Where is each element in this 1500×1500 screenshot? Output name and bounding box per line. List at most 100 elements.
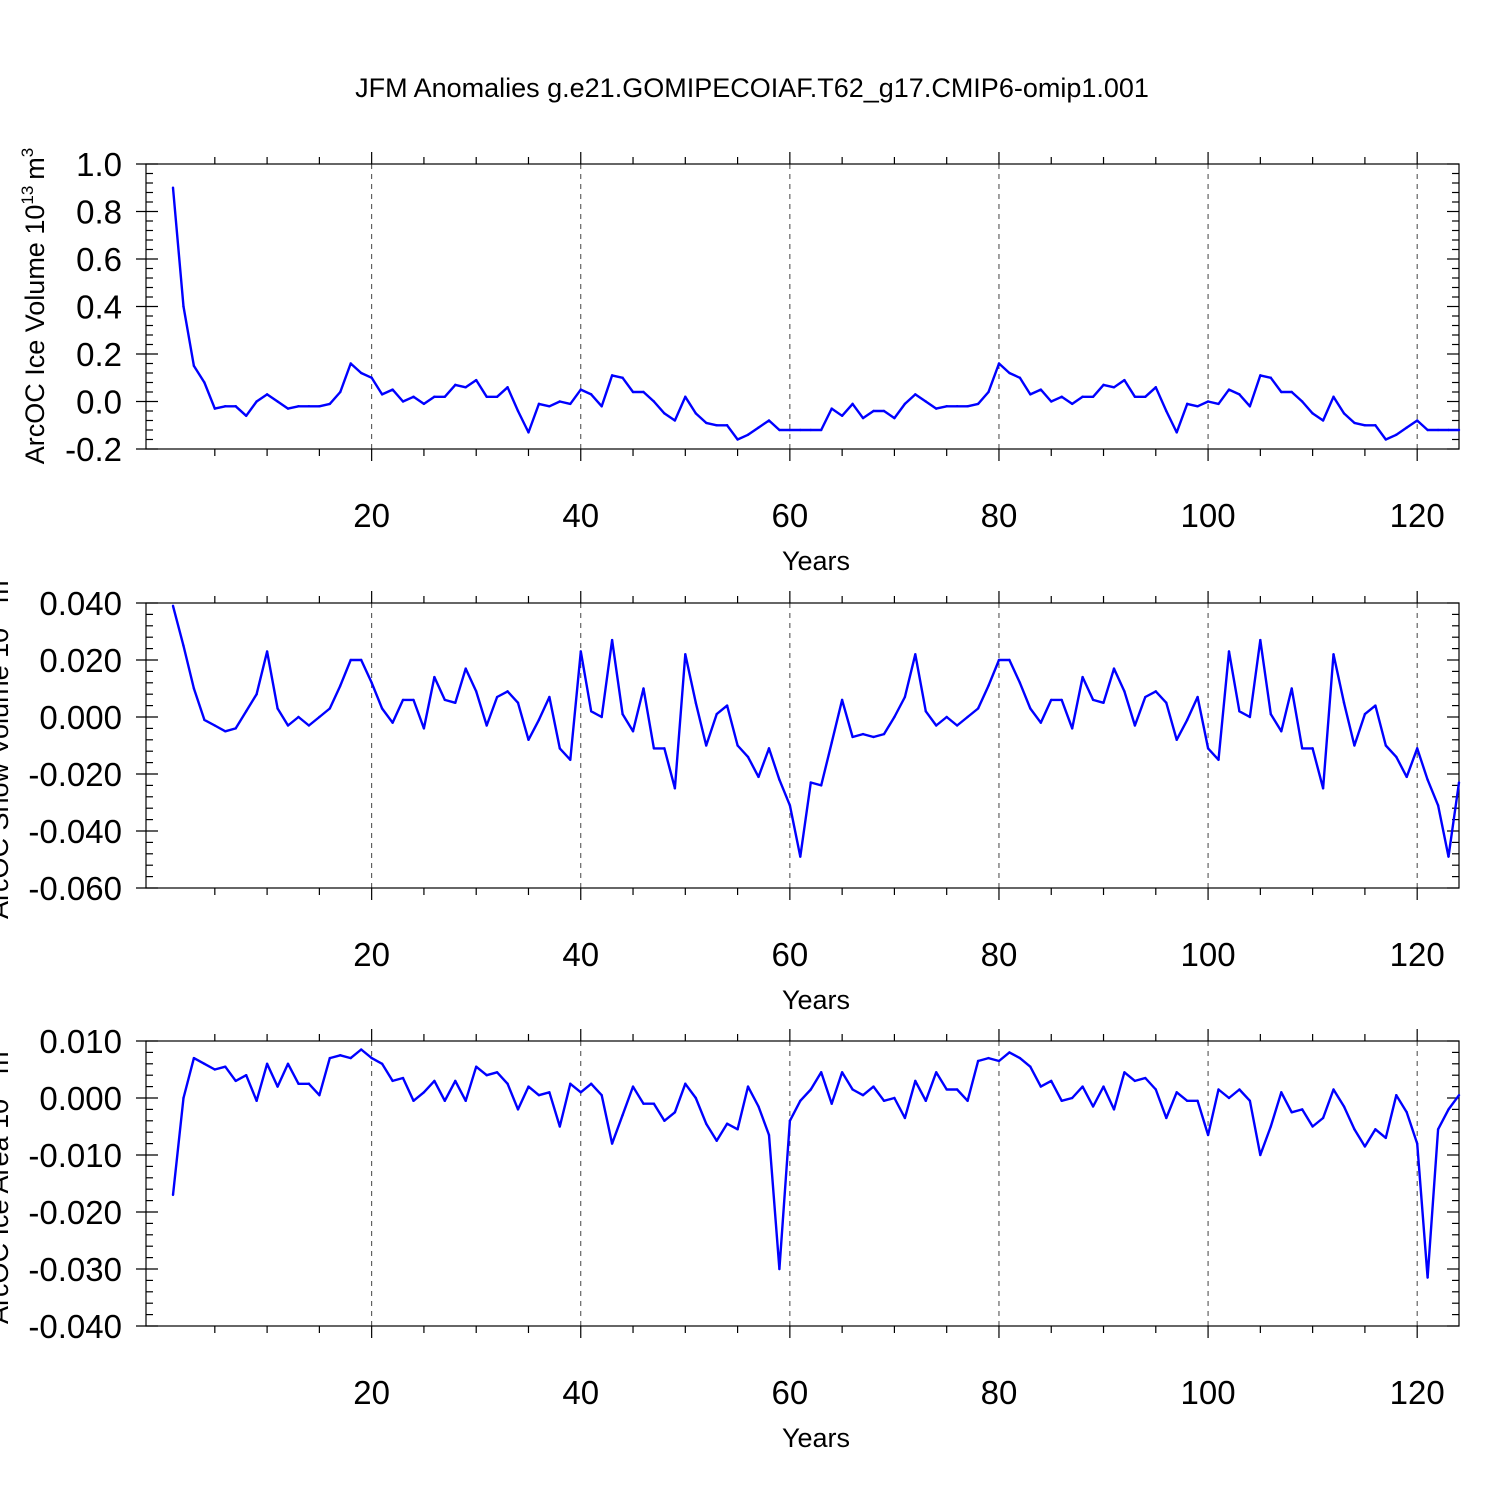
data-point <box>276 400 279 403</box>
data-point <box>1290 390 1293 394</box>
data-point <box>955 724 959 727</box>
data-point <box>767 1133 771 1137</box>
y-tick-label: 0.2 <box>76 336 122 373</box>
y-axis-label-exponent: 13 <box>0 609 1 628</box>
data-point <box>1102 701 1105 704</box>
data-point <box>339 1054 342 1057</box>
data-point <box>1133 1079 1137 1083</box>
data-point <box>600 405 603 408</box>
data-point <box>1300 400 1304 403</box>
y-axis-label-main: ArcOC Snow Volume 10 <box>0 628 14 919</box>
data-point <box>820 784 823 787</box>
data-point <box>380 707 384 710</box>
data-point <box>809 781 812 784</box>
data-point <box>788 1119 792 1123</box>
data-point <box>882 1099 886 1103</box>
data-point <box>1447 428 1450 432</box>
data-point <box>1353 744 1356 747</box>
data-point <box>401 1076 405 1080</box>
data-point <box>1374 704 1377 707</box>
data-point <box>642 1102 645 1105</box>
y-tick-label: -0.010 <box>28 1137 122 1174</box>
data-point <box>809 428 812 432</box>
data-point <box>945 715 948 719</box>
data-point <box>725 424 729 427</box>
plot-frame <box>145 163 1460 450</box>
y-tick-label: 0.000 <box>39 699 122 736</box>
data-point <box>1311 1125 1314 1128</box>
y-axis-label: ArcOC Snow Volume 1013 m3 <box>0 571 14 919</box>
data-point <box>955 1088 959 1091</box>
data-point <box>840 414 844 417</box>
data-point <box>1332 653 1335 656</box>
data-point <box>1405 1111 1408 1114</box>
data-point <box>1154 1088 1157 1091</box>
data-point <box>1050 698 1053 702</box>
data-point <box>1290 687 1293 690</box>
data-point <box>1091 395 1095 398</box>
data-point <box>244 1074 248 1077</box>
data-point <box>339 390 342 394</box>
panel-2: -0.060 -0.040 -0.020 0.000 0.020 0.040 20 40 60 8… <box>0 571 1461 1015</box>
data-point <box>610 638 614 642</box>
data-point <box>1332 395 1335 398</box>
data-point <box>464 667 467 670</box>
data-point <box>1457 781 1461 784</box>
data-point <box>265 650 269 653</box>
data-point <box>1081 1085 1084 1088</box>
x-tick-label: 80 <box>981 497 1018 534</box>
data-point <box>391 721 394 724</box>
y-axis-label: ArcOC Ice Volume 1013 m3 <box>18 148 50 465</box>
data-point <box>443 395 447 398</box>
data-point <box>1029 1065 1032 1068</box>
data-point <box>370 681 373 684</box>
data-point <box>1447 855 1450 858</box>
data-point <box>673 1111 677 1114</box>
data-point <box>1206 747 1210 750</box>
data-point <box>485 724 488 727</box>
data-point <box>255 400 258 403</box>
data-point <box>621 376 624 379</box>
data-point <box>893 715 896 719</box>
x-tick-label: 120 <box>1390 497 1445 534</box>
data-point <box>1060 1099 1063 1103</box>
data-point <box>1384 744 1388 747</box>
data-point <box>433 395 436 398</box>
data-point <box>1238 1088 1241 1091</box>
y-axis-label-unit-exponent: 3 <box>18 148 37 157</box>
data-point <box>778 778 781 781</box>
data-point <box>506 386 509 389</box>
y-tick-label: 0.8 <box>76 194 122 231</box>
data-point <box>527 738 530 741</box>
data-point <box>412 1099 415 1103</box>
data-point <box>590 1082 593 1085</box>
data-point <box>1070 1096 1074 1100</box>
data-point <box>297 1082 300 1085</box>
data-point <box>1112 1108 1116 1111</box>
data-point <box>1353 1128 1356 1131</box>
data-point <box>1436 428 1440 432</box>
data-point <box>673 787 677 790</box>
data-point <box>1206 1133 1210 1137</box>
data-point <box>318 715 321 719</box>
data-point <box>746 755 750 759</box>
data-point <box>203 718 206 722</box>
data-point <box>893 1096 896 1100</box>
data-point <box>1280 1091 1283 1094</box>
data-point <box>380 1062 384 1066</box>
data-point <box>997 1059 1001 1063</box>
data-point <box>380 393 384 396</box>
data-point <box>684 395 687 398</box>
y-axis-label-unit-exponent: 2 <box>0 1042 1 1051</box>
data-point <box>778 1267 781 1271</box>
data-point <box>1039 388 1042 391</box>
data-point <box>192 364 196 368</box>
data-point <box>359 371 363 375</box>
y-tick-label: -0.030 <box>28 1251 122 1288</box>
y-axis-label-unit: m <box>0 1051 14 1074</box>
data-point <box>1447 1108 1450 1111</box>
data-point <box>590 710 593 713</box>
data-point <box>255 693 258 696</box>
data-point <box>746 1085 750 1088</box>
y-tick-label: 0.040 <box>39 585 122 622</box>
